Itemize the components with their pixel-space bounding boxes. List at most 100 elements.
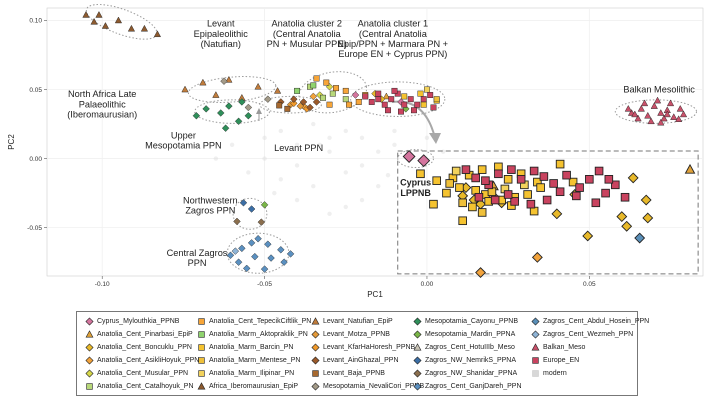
legend-item: Anatolia_Cent_TepecikCiftlik_PN — [197, 317, 311, 326]
legend-item: Anatolia_Cent_Pinarbasi_EpiP — [85, 330, 193, 339]
data-point — [675, 115, 683, 122]
legend-marker — [85, 356, 94, 365]
data-point — [284, 105, 291, 112]
data-point — [616, 211, 628, 223]
data-point — [309, 92, 318, 101]
y-tick-label: 0.10 — [29, 18, 42, 25]
data-point — [666, 99, 675, 107]
data-point — [299, 98, 308, 106]
legend-marker-icon — [531, 330, 540, 339]
data-point — [451, 166, 461, 176]
legend-item: Levant_Motza_PPNB — [311, 330, 390, 339]
legend-marker-icon — [311, 356, 320, 365]
legend-label: Levant_Motza_PPNB — [323, 331, 390, 338]
modern-point — [392, 142, 397, 147]
data-point — [637, 104, 645, 112]
data-point — [442, 188, 451, 198]
chart-legend: Cyprus_Mylouthkia_PPNB Anatolia_Cent_Pina… — [76, 311, 649, 396]
modern-point — [262, 135, 267, 141]
legend-marker — [311, 317, 320, 325]
data-point — [333, 85, 339, 92]
data-point — [529, 166, 539, 176]
ellipse-cyprus — [397, 149, 434, 169]
data-point — [273, 87, 282, 94]
legend-marker — [413, 343, 422, 351]
data-point — [313, 75, 320, 82]
data-point — [430, 104, 437, 111]
legend-label: Anatolia_Marm_Barcin_PN — [209, 344, 294, 351]
legend-marker-icon — [198, 357, 205, 364]
legend-marker-icon — [311, 382, 320, 391]
data-point — [640, 99, 649, 107]
data-point — [401, 101, 408, 108]
data-point — [594, 166, 604, 176]
legend-marker — [198, 318, 205, 325]
data-point — [549, 179, 558, 188]
data-point — [346, 101, 352, 108]
data-point — [458, 216, 467, 226]
legend-item: Levant_Natufian_EpiP — [311, 317, 393, 326]
annotation-line: Europe EN + Cyprus PPN) — [338, 49, 447, 59]
legend-marker — [532, 370, 539, 377]
legend-label: Anatolia_Cent_Catalhoyuk_PN — [97, 383, 194, 390]
legend-marker — [311, 343, 320, 352]
legend-item: Anatolia_Marm_Ilipinar_PN — [197, 369, 294, 378]
series-anatolia-marm-mentese-pn — [433, 96, 497, 217]
modern-point — [294, 142, 300, 147]
y-axis-title: PC2 — [7, 134, 16, 150]
data-point — [429, 199, 438, 209]
legend-marker — [198, 370, 205, 377]
data-point — [551, 208, 563, 220]
legend-marker — [532, 357, 539, 364]
data-point — [679, 110, 688, 118]
legend-item: Zagros_NW_Shanidar_PPNA — [413, 369, 517, 378]
zoom-arrow-head — [429, 133, 441, 144]
legend-marker-icon — [198, 318, 205, 325]
ellipse-upper-mesopotamia — [194, 99, 270, 124]
annotation-line: Levant PPN — [274, 143, 323, 153]
data-point — [391, 87, 398, 94]
data-point — [660, 114, 668, 122]
data-point — [531, 251, 543, 263]
data-point — [455, 183, 464, 192]
pca-scatter-plot: -0.10 -0.05 0.00 0.05 0.10 0.05 0.00 -0.05 PC1 PC… — [7, 4, 704, 299]
modern-point — [440, 149, 446, 154]
legend-marker-icon — [531, 343, 540, 351]
modern-point — [278, 177, 284, 182]
legend-label: Anatolia_Cent_Boncuklu_PPN — [97, 344, 192, 351]
modern-point — [327, 135, 332, 141]
legend-label: Mesopotamia_Mardin_PPNA — [425, 331, 516, 338]
data-point — [153, 30, 162, 38]
data-point — [101, 22, 110, 29]
annotation-line: Anatolia cluster 2 — [272, 19, 342, 29]
data-point — [401, 93, 408, 100]
series-levant-natufian-epip — [181, 75, 282, 101]
data-point — [647, 117, 655, 125]
legend-marker — [198, 344, 205, 351]
legend-marker-icon — [532, 357, 539, 364]
modern-point — [376, 149, 381, 154]
data-point — [257, 218, 266, 226]
annotation-label: Balkan Mesolithic — [623, 84, 695, 94]
legend-item: Levant_Baja_PPNB — [311, 369, 385, 378]
data-point — [494, 169, 503, 179]
data-point — [634, 232, 646, 244]
data-point — [192, 112, 201, 120]
legend-marker — [85, 343, 94, 352]
data-point — [329, 90, 336, 97]
data-point — [539, 172, 549, 181]
data-point — [575, 183, 584, 192]
data-point — [458, 198, 467, 208]
legend-label: Levant_KfarHaHoresh_PPNB — [323, 344, 416, 351]
legend-marker — [311, 382, 320, 391]
legend-marker — [413, 382, 422, 391]
legend-marker-icon — [532, 370, 539, 377]
legend-marker-icon — [531, 317, 540, 326]
data-point — [323, 79, 330, 86]
legend-marker — [311, 356, 320, 365]
data-point — [653, 96, 662, 104]
legend-label: Anatolia_Cent_Pinarbasi_EpiP — [97, 331, 193, 338]
